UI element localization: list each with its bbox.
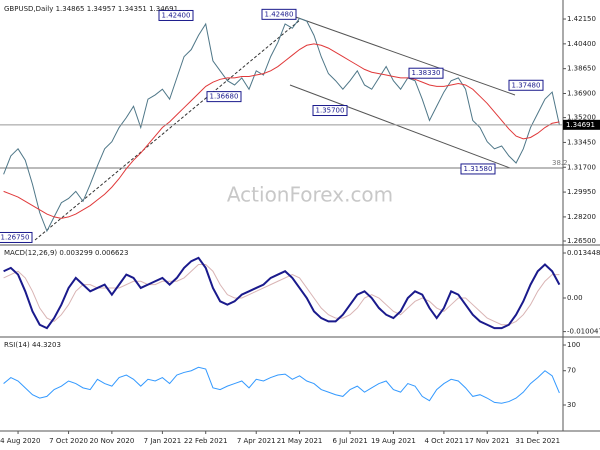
channel-upper [289,14,516,96]
x-tick-label: 21 May 2021 [277,437,323,445]
fib-label: 38.2 [552,159,568,167]
y-tick-label: 1.31700 [567,163,596,171]
last-price-box [563,119,600,130]
y-tick-label: 0.00 [567,294,583,302]
annotation-box [312,105,348,117]
x-tick-label: 31 Dec 2021 [515,437,560,445]
trend-line [34,19,301,241]
annotation-box [0,231,33,243]
y-tick-label: 0.013448 [567,249,600,257]
annotation-box [408,67,444,79]
y-tick-label: 1.35200 [567,114,596,122]
series-line [3,256,561,330]
y-tick-label: 30 [567,401,576,409]
y-tick-label: -0.010047 [567,328,600,336]
x-tick-label: 19 Aug 2021 [371,437,416,445]
annotation-label: 1.38330 [412,69,441,77]
x-tick-label: 4 Oct 2021 [424,437,463,445]
annotation-label: 1.37480 [512,81,541,89]
annotation-label: 1.31580 [464,165,493,173]
panel-title: RSI(14) 44.3203 [4,341,61,349]
annotation-label: 1.26750 [1,233,30,241]
watermark: ActionForex.com [227,183,393,207]
y-tick-label: 1.36900 [567,89,596,97]
x-tick-label: 7 Apr 2021 [237,437,276,445]
series-line [3,366,560,404]
x-tick-label: 22 Feb 2021 [184,437,228,445]
annotation-box [158,9,194,21]
last-price-label: 1.34691 [566,121,595,129]
x-tick-label: 17 Nov 2021 [465,437,510,445]
y-tick-label: 1.28200 [567,213,596,221]
series-line [3,43,560,219]
x-tick-label: 6 Jul 2021 [332,437,367,445]
price-annotation: 1.26750 [0,231,33,243]
x-tick-label: 20 Nov 2020 [89,437,134,445]
x-tick-label: 7 Jan 2021 [144,437,182,445]
y-tick-label: 70 [567,367,576,375]
y-tick-label: 1.42150 [567,15,596,23]
y-tick-label: 1.38650 [567,65,596,73]
annotation-box [206,91,242,103]
x-tick-label: 7 Oct 2020 [49,437,88,445]
annotation-label: 1.42400 [162,11,191,19]
annotation-label: 1.35700 [316,107,345,115]
price-annotation: 1.35700 [312,105,348,117]
price-annotation: 1.31580 [460,163,496,175]
annotation-box [508,79,544,91]
price-annotation: 1.42400 [158,9,194,21]
x-tick-label: 24 Aug 2020 [0,437,40,445]
y-tick-label: 1.26500 [567,237,596,245]
series-line [3,17,560,233]
panel-title: GBPUSD,Daily 1.34865 1.34957 1.34351 1.3… [4,5,178,13]
y-tick-label: 1.40400 [567,40,596,48]
y-tick-label: 100 [567,341,580,349]
series-line [3,264,560,326]
channel-lower [289,84,511,169]
price-annotation: 1.36680 [206,91,242,103]
price-annotation: 1.42480 [261,8,297,20]
y-tick-label: 1.29950 [567,188,596,196]
annotation-label: 1.36680 [210,93,239,101]
price-annotation: 1.38330 [408,67,444,79]
annotation-box [460,163,496,175]
annotation-label: 1.42480 [265,10,294,18]
price-annotation: 1.37480 [508,79,544,91]
panel-title: MACD(12,26,9) 0.003299 0.006623 [4,249,128,257]
y-tick-label: 1.33450 [567,138,596,146]
annotation-box [261,8,297,20]
